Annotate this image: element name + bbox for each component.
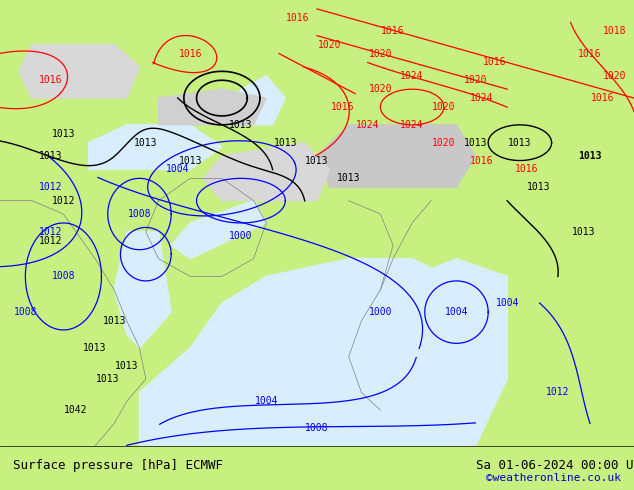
Text: 1024: 1024 [470,93,494,103]
Text: 1042: 1042 [64,405,88,415]
Text: ©weatheronline.co.uk: ©weatheronline.co.uk [486,473,621,483]
Text: 1016: 1016 [178,49,202,58]
Text: 1020: 1020 [432,138,456,147]
Text: 1012: 1012 [546,388,570,397]
Text: 1008: 1008 [127,209,152,219]
Text: 1012: 1012 [39,182,63,192]
Text: 1004: 1004 [495,298,519,308]
Text: 1013: 1013 [83,343,107,353]
Text: 1016: 1016 [39,75,63,85]
Text: Surface pressure [hPa] ECMWF: Surface pressure [hPa] ECMWF [13,459,223,472]
Text: 1013: 1013 [337,173,361,183]
Polygon shape [19,45,139,98]
Text: 1018: 1018 [603,26,627,36]
Text: 1016: 1016 [286,13,310,23]
Text: 1013: 1013 [178,155,202,166]
Text: 1013: 1013 [305,155,329,166]
Text: 1013: 1013 [273,138,297,147]
Text: 1013: 1013 [229,120,253,130]
Polygon shape [114,232,171,348]
Text: 1024: 1024 [400,120,424,130]
Text: 1020: 1020 [432,102,456,112]
Text: 1020: 1020 [368,49,392,58]
Text: 1024: 1024 [356,120,380,130]
Text: 1008: 1008 [13,307,37,317]
Text: 1013: 1013 [134,138,158,147]
Text: 1020: 1020 [318,40,342,49]
Text: 1020: 1020 [463,75,488,85]
Text: 1016: 1016 [470,155,494,166]
Text: 1012: 1012 [39,227,63,237]
Polygon shape [412,259,507,379]
Text: 1013: 1013 [51,129,75,139]
Text: 1004: 1004 [165,165,190,174]
Text: 1012: 1012 [51,196,75,206]
Text: 1013: 1013 [508,138,532,147]
Text: 1013: 1013 [527,182,551,192]
Text: 1020: 1020 [603,71,627,81]
Text: 1016: 1016 [482,57,507,68]
Text: 1004: 1004 [444,307,469,317]
Text: 1016: 1016 [578,49,602,58]
Text: 1013: 1013 [102,316,126,326]
Text: 1016: 1016 [590,93,614,103]
Text: 1008: 1008 [51,271,75,281]
Polygon shape [139,259,507,446]
Text: 1016: 1016 [381,26,405,36]
Text: 1020: 1020 [368,84,392,94]
Text: 1016: 1016 [514,165,538,174]
Text: 1016: 1016 [330,102,354,112]
Text: 1013: 1013 [39,151,63,161]
Text: 1000: 1000 [368,307,392,317]
Polygon shape [317,125,476,187]
Text: 1013: 1013 [571,227,595,237]
Text: 1024: 1024 [400,71,424,81]
Text: 1012: 1012 [39,236,63,246]
Text: 1008: 1008 [305,423,329,433]
Polygon shape [158,89,266,125]
Text: Sa 01-06-2024 00:00 UTC (06+138): Sa 01-06-2024 00:00 UTC (06+138) [476,459,634,472]
Text: 1000: 1000 [229,231,253,242]
Polygon shape [203,143,330,201]
Text: 1013: 1013 [96,374,120,384]
Polygon shape [228,76,285,125]
Text: 1013: 1013 [578,151,602,161]
Text: 1013: 1013 [463,138,488,147]
Text: 1013: 1013 [115,361,139,370]
Polygon shape [89,125,222,170]
Polygon shape [171,201,266,259]
Text: 1004: 1004 [254,396,278,406]
